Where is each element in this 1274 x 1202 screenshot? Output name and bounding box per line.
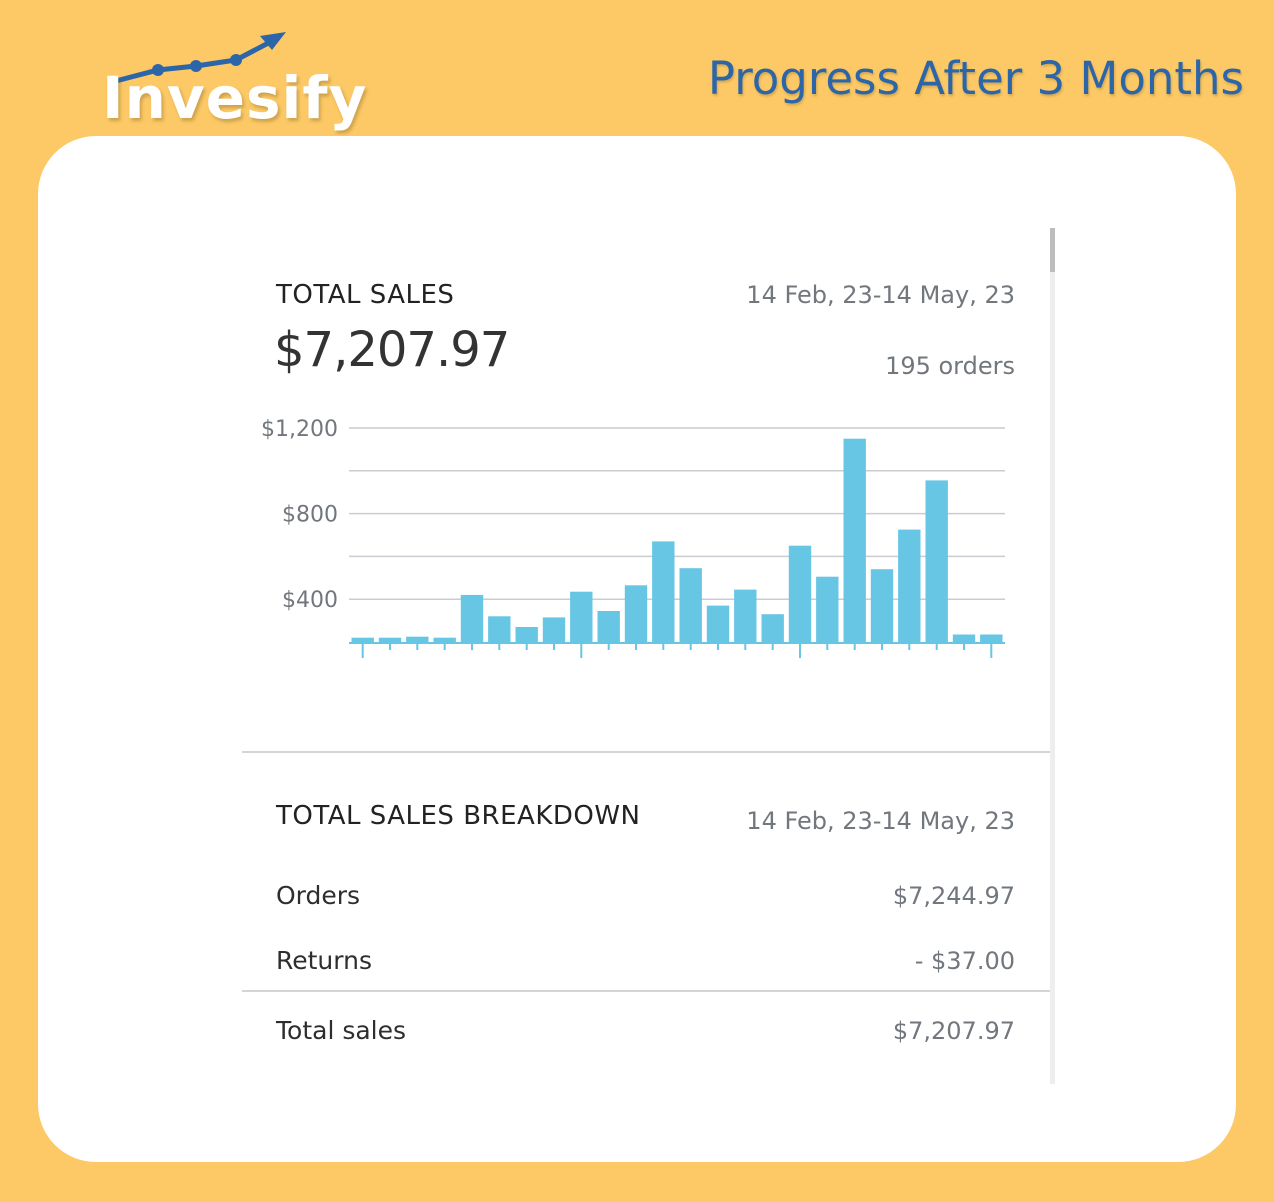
chart-bar <box>652 541 675 642</box>
chart-x-axis <box>349 642 1005 658</box>
breakdown-date-range: 14 Feb, 23-14 May, 23 <box>746 807 1015 835</box>
chart-bar <box>624 585 648 642</box>
chart-bar <box>952 634 976 642</box>
page-headline: Progress After 3 Months <box>707 52 1244 105</box>
section-divider <box>242 751 1050 753</box>
chart-bar <box>433 637 456 642</box>
chart-bar <box>406 636 429 642</box>
chart-bars <box>351 438 1003 642</box>
total-sales-date-range: 14 Feb, 23-14 May, 23 <box>746 281 1015 309</box>
chart-bar <box>351 637 374 642</box>
chart-bar <box>515 627 538 642</box>
chart-bar <box>570 591 593 642</box>
chart-y-labels: $400 $800 $1,200 <box>261 417 338 613</box>
total-sales-title: TOTAL SALES <box>276 280 455 310</box>
chart-y-tick-label: $800 <box>282 503 338 528</box>
vertical-scrollbar[interactable] <box>1050 228 1055 1084</box>
breakdown-title: TOTAL SALES BREAKDOWN <box>276 801 641 831</box>
chart-bar <box>679 568 702 642</box>
total-sales-amount: $7,207.97 <box>274 322 510 378</box>
breakdown-orders-value: $7,244.97 <box>892 882 1015 910</box>
breakdown-orders-label: Orders <box>276 881 361 910</box>
chart-gridlines <box>349 427 1005 600</box>
chart-y-tick-label: $1,200 <box>261 417 338 442</box>
chart-bar <box>980 634 1003 642</box>
sales-bar-chart: $400 $800 $1,200 <box>261 417 1005 658</box>
chart-bar <box>816 576 839 642</box>
chart-bar <box>843 438 866 642</box>
breakdown-total-value: $7,207.97 <box>892 1017 1015 1045</box>
chart-bar <box>734 589 757 642</box>
chart-bar <box>542 617 566 642</box>
chart-bar <box>706 605 730 642</box>
breakdown-returns-value: - $37.00 <box>914 947 1015 975</box>
chart-bar <box>898 529 921 642</box>
orders-count: 195 orders <box>885 352 1015 380</box>
chart-bar <box>378 637 402 642</box>
breakdown-returns-label: Returns <box>276 946 372 975</box>
breakdown-total-label: Total sales <box>276 1016 407 1045</box>
chart-bar <box>788 545 812 642</box>
invesify-logo: Invesify <box>96 30 366 132</box>
scrollbar-thumb[interactable] <box>1050 228 1055 272</box>
logo-arrow-icon <box>111 32 286 85</box>
logo-wordmark: Invesify <box>102 64 368 132</box>
chart-bar <box>761 614 784 642</box>
chart-bar <box>870 569 894 642</box>
chart-bar <box>460 594 484 642</box>
sales-panel <box>242 228 1052 1086</box>
chart-bar <box>597 611 620 642</box>
chart-bar <box>488 616 511 642</box>
chart-y-tick-label: $400 <box>282 588 338 613</box>
total-divider <box>242 990 1050 992</box>
chart-bar <box>925 480 948 642</box>
